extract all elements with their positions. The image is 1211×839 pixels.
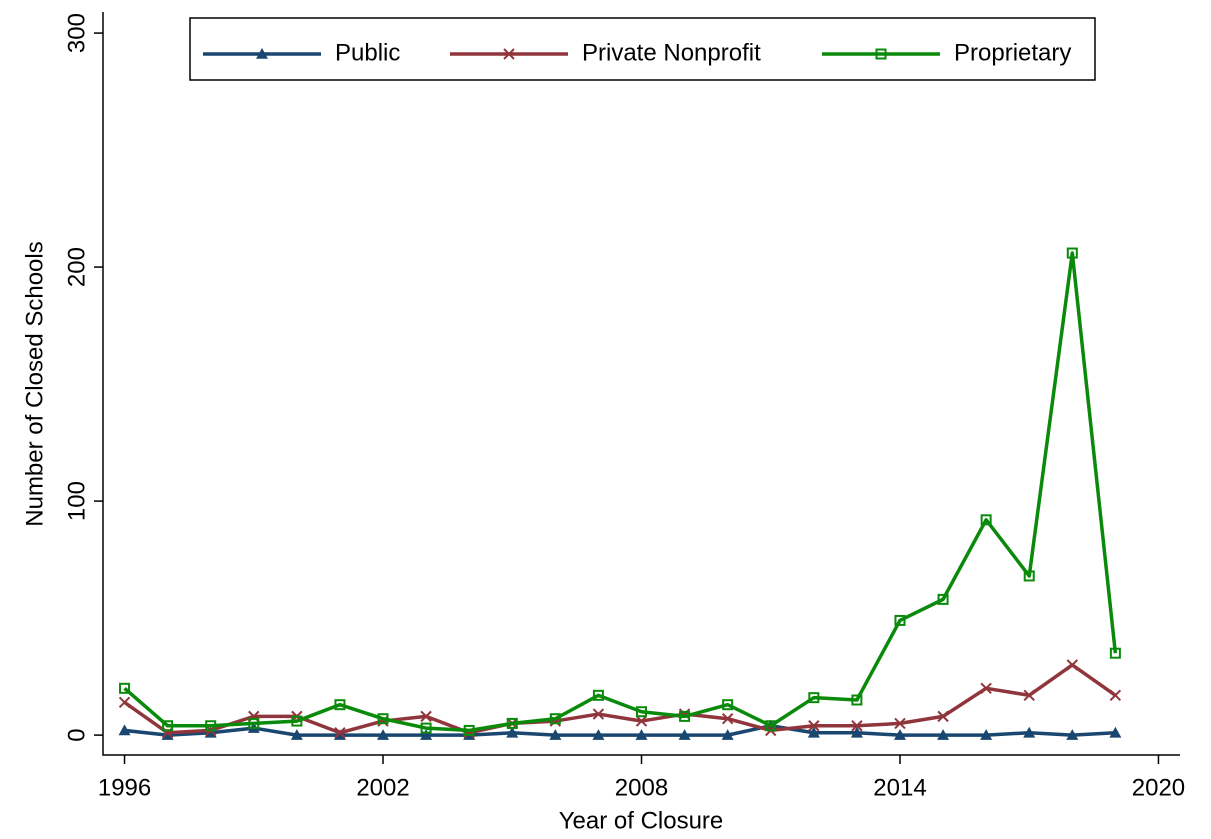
marker — [875, 48, 887, 60]
marker — [1066, 729, 1079, 740]
marker — [118, 696, 131, 709]
marker — [119, 682, 131, 694]
marker — [678, 729, 691, 740]
x-tick-label: 2008 — [615, 774, 668, 801]
axis-lines — [102, 12, 1180, 756]
marker — [894, 717, 906, 730]
marker — [937, 729, 950, 740]
marker — [549, 713, 561, 725]
y-axis-label: Number of Closed Schools — [21, 241, 48, 526]
marker — [118, 724, 131, 736]
marker — [808, 692, 820, 704]
marker — [1109, 647, 1121, 659]
marker — [980, 514, 992, 526]
marker — [592, 708, 605, 720]
marker — [290, 729, 303, 740]
marker — [635, 715, 648, 727]
marker — [420, 710, 432, 723]
y-tick-label: 300 — [63, 13, 90, 53]
marker — [334, 699, 346, 711]
series-line — [123, 663, 1117, 735]
marker — [937, 593, 949, 605]
x-tick-label: 1996 — [98, 774, 151, 801]
marker — [592, 689, 604, 701]
marker — [503, 48, 515, 60]
marker — [808, 720, 820, 732]
y-tick-label: 200 — [63, 247, 90, 287]
marker — [248, 717, 260, 729]
marker — [894, 614, 906, 626]
marker — [506, 726, 519, 738]
marker — [1066, 247, 1078, 259]
marker — [549, 729, 562, 740]
marker — [420, 729, 433, 740]
marker — [937, 710, 949, 723]
marker — [162, 720, 174, 732]
x-tick-label: 2014 — [873, 774, 926, 801]
marker — [980, 682, 992, 695]
y-tick-label: 0 — [63, 728, 90, 741]
marker — [1109, 689, 1122, 702]
x-tick-label: 2002 — [356, 774, 409, 801]
marker — [807, 726, 820, 738]
series-line — [124, 723, 1116, 737]
marker — [205, 720, 217, 732]
marker — [765, 720, 777, 732]
marker — [1066, 659, 1079, 671]
marker — [420, 722, 432, 734]
marker — [1023, 726, 1036, 738]
marker — [463, 724, 475, 736]
marker — [721, 713, 734, 725]
marker — [636, 706, 647, 718]
marker — [980, 729, 993, 740]
marker — [377, 729, 390, 740]
marker — [1109, 726, 1122, 738]
marker — [1023, 570, 1035, 582]
x-axis-label: Year of Closure — [559, 807, 724, 834]
marker — [851, 720, 863, 732]
series-line — [123, 251, 1118, 733]
x-tick-label: 2020 — [1132, 774, 1185, 801]
legend-box — [189, 17, 1096, 81]
marker — [506, 717, 518, 729]
legend-label: Proprietary — [954, 39, 1071, 66]
y-tick-label: 100 — [63, 481, 90, 521]
marker — [850, 726, 863, 738]
marker — [1023, 689, 1035, 702]
marker — [679, 710, 691, 722]
legend-label: Private Nonprofit — [582, 39, 761, 66]
marker — [592, 729, 605, 740]
marker — [851, 694, 863, 706]
marker — [721, 729, 734, 740]
marker — [377, 713, 389, 725]
marker — [893, 729, 906, 740]
marker — [722, 699, 734, 711]
marker — [291, 715, 303, 727]
marker — [256, 48, 268, 59]
marker — [334, 727, 346, 739]
marker — [635, 729, 648, 740]
legend-label: Public — [335, 39, 400, 66]
